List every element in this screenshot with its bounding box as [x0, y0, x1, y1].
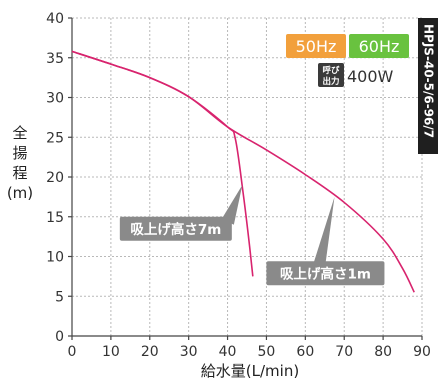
legend-60hz-box — [349, 34, 409, 58]
grid-lines — [72, 17, 423, 336]
y-tick-label: 20 — [46, 170, 64, 186]
power-label-top: 呼び — [322, 65, 340, 76]
series-line-2 — [71, 50, 254, 277]
series-line-1 — [71, 50, 415, 293]
callout-box-1 — [119, 216, 232, 241]
x-tick-label: 30 — [180, 344, 198, 360]
x-tick-label: 70 — [335, 344, 353, 360]
series-lines — [71, 50, 415, 293]
x-tick-label: 20 — [141, 344, 159, 360]
model-label: HPJS-40-5/6-96/7 — [422, 24, 436, 138]
model-strip — [418, 18, 438, 154]
legend-60hz-label: 60Hz — [359, 37, 400, 56]
x-tick-label: 90 — [413, 344, 431, 360]
power-label-bottom: 出力 — [322, 76, 339, 87]
y-axis-title-char-1: 全 — [12, 124, 27, 142]
y-axis-title-char-2: 揚 — [12, 144, 27, 162]
y-tick-label: 30 — [46, 91, 64, 107]
y-tick-label: 0 — [55, 329, 64, 345]
y-axis-title-char-3: 程 — [12, 164, 27, 182]
y-tick-label: 5 — [55, 289, 64, 305]
power-value: 400W — [347, 67, 394, 86]
y-tick-label: 25 — [46, 130, 64, 146]
callout-label-2: 吸上げ高さ1m — [280, 265, 371, 282]
callout-box-2 — [266, 261, 385, 286]
x-tick-label: 50 — [258, 344, 276, 360]
power-badge — [318, 63, 344, 87]
callout-pointer-1 — [221, 184, 243, 225]
axes — [68, 17, 423, 340]
x-tick-label: 80 — [374, 344, 392, 360]
x-tick-label: 10 — [102, 344, 120, 360]
callout-label-1: 吸上げ高さ7m — [130, 221, 221, 238]
legend-50hz-box — [286, 34, 346, 58]
y-tick-label: 10 — [46, 250, 64, 266]
y-tick-label: 15 — [46, 210, 64, 226]
y-axis-title-unit: (m) — [7, 184, 33, 202]
y-tick-label: 40 — [46, 11, 64, 27]
x-axis-title: 給水量(L/min) — [201, 362, 299, 379]
callouts: 吸上げ高さ7m 吸上げ高さ1m — [119, 184, 385, 286]
x-tick-label: 60 — [296, 344, 314, 360]
tick-labels: 0 10 20 30 40 50 60 70 80 90 0 5 10 15 20 25 30 35 40 — [46, 11, 431, 360]
x-tick-label: 0 — [68, 344, 77, 360]
y-tick-label: 35 — [46, 51, 64, 67]
callout-pointer-2 — [313, 196, 335, 264]
x-tick-label: 40 — [219, 344, 237, 360]
legend-50hz-label: 50Hz — [296, 37, 337, 56]
